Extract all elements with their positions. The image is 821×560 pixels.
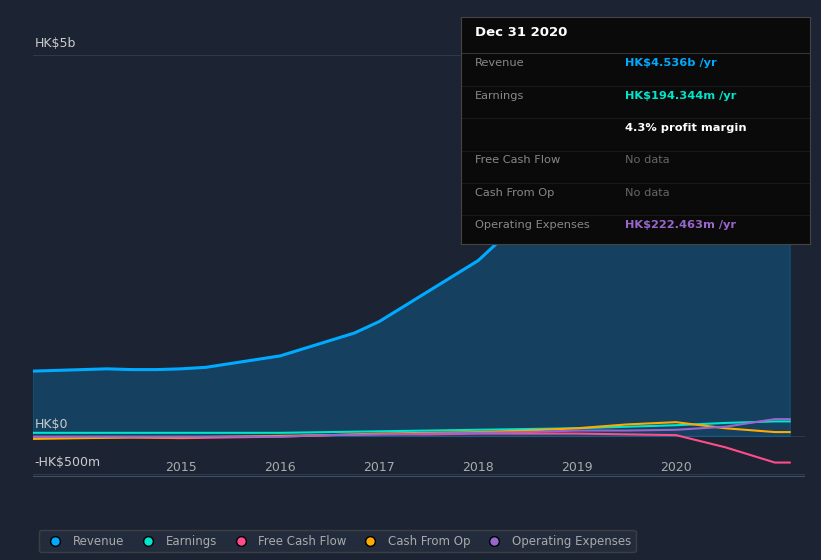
- Text: -HK$500m: -HK$500m: [34, 456, 101, 469]
- Text: Earnings: Earnings: [475, 91, 525, 101]
- Text: HK$4.536b /yr: HK$4.536b /yr: [626, 58, 718, 68]
- Text: 2018: 2018: [462, 461, 494, 474]
- Text: No data: No data: [626, 156, 670, 165]
- Text: Free Cash Flow: Free Cash Flow: [475, 156, 561, 165]
- Text: 2017: 2017: [363, 461, 395, 474]
- Text: 2020: 2020: [660, 461, 692, 474]
- Text: No data: No data: [626, 188, 670, 198]
- Text: 2016: 2016: [264, 461, 296, 474]
- Text: HK$194.344m /yr: HK$194.344m /yr: [626, 91, 736, 101]
- Text: Operating Expenses: Operating Expenses: [475, 220, 590, 230]
- Text: HK$222.463m /yr: HK$222.463m /yr: [626, 220, 736, 230]
- Text: 2019: 2019: [562, 461, 593, 474]
- Text: Revenue: Revenue: [475, 58, 525, 68]
- Legend: Revenue, Earnings, Free Cash Flow, Cash From Op, Operating Expenses: Revenue, Earnings, Free Cash Flow, Cash …: [39, 530, 635, 552]
- Text: Cash From Op: Cash From Op: [475, 188, 555, 198]
- Text: 4.3% profit margin: 4.3% profit margin: [626, 123, 747, 133]
- Text: HK$0: HK$0: [34, 418, 68, 431]
- Text: Dec 31 2020: Dec 31 2020: [475, 26, 568, 39]
- Text: 2015: 2015: [165, 461, 197, 474]
- Text: HK$5b: HK$5b: [34, 38, 76, 50]
